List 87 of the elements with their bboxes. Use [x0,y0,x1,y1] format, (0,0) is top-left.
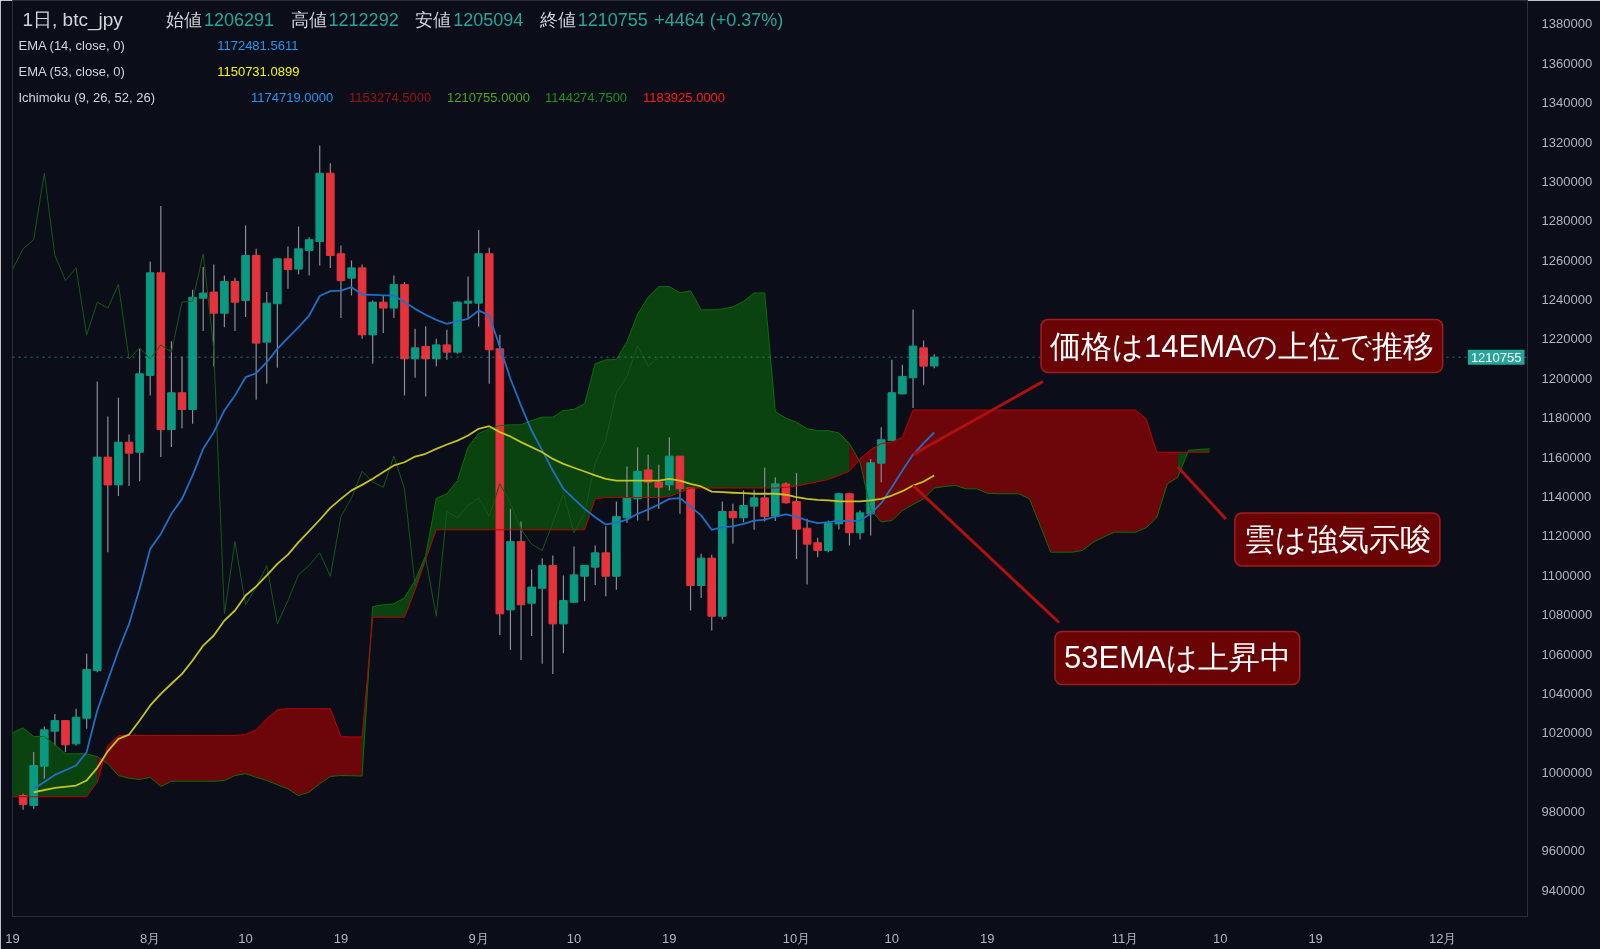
line-series [12,172,660,625]
y-tick-label: 1000000 [1541,764,1593,780]
candlestick [527,568,536,637]
candlestick [347,259,356,297]
y-tick-label: 1040000 [1541,685,1593,701]
candlestick [739,489,748,523]
chart-title: 1日, btc_jpy [22,9,124,31]
candlestick [283,245,293,290]
y-tick-label: 1060000 [1541,646,1593,662]
candlestick [389,274,399,319]
y-tick-label: 1240000 [1541,292,1593,308]
candlestick [421,325,430,398]
annotation: EMA (14, close, 0) [18,38,125,53]
annotation: 1183925.0000 [642,90,726,105]
candlestick [177,355,187,429]
ref-line-label: 1210755 [1470,349,1522,365]
annotation: 1172481.5611 [217,38,299,53]
x-tick-label: 10 [884,930,900,946]
x-tick-label: 10 [1213,930,1228,946]
y-tick-label: 1300000 [1541,173,1593,189]
candlestick [410,328,420,379]
y-tick-label: 1280000 [1541,213,1593,229]
x-tick-label: 11月 [1111,930,1139,946]
x-tick-label: 19 [333,930,349,946]
x-tick-label: 9月 [468,930,489,946]
candlestick [198,266,208,332]
annotation: 雲は強気示唆 [1243,521,1431,557]
candlestick [442,329,452,361]
annotation: 1144274.7500 [544,90,628,105]
y-tick-label: 1180000 [1541,410,1592,426]
x-tick-label: 19 [979,930,995,946]
candlestick [919,339,928,386]
candlestick [760,467,770,523]
candlestick [601,525,611,597]
y-tick-label: 1260000 [1541,252,1593,268]
y-tick-label: 1020000 [1541,725,1593,741]
line-series [32,286,936,790]
annotation: 始値1206291 [166,9,275,30]
annotation: 高値1212292 [290,9,399,30]
x-tick-label: 10月 [782,930,811,946]
candlestick [590,544,600,586]
candlestick [559,574,568,654]
y-tick-label: 1100000 [1541,567,1592,583]
candlestick [230,277,240,332]
annotation: 1210755.0000 [446,90,531,105]
x-tick-label: 10 [238,930,253,946]
y-tick-label: 1080000 [1541,607,1593,623]
candlestick [643,454,653,522]
candlestick [654,464,664,510]
candlestick [124,433,134,487]
x-tick-label: 12月 [1429,930,1457,946]
x-tick-label: 10 [566,930,582,946]
y-tick-label: 960000 [1541,843,1585,859]
y-tick-label: 1200000 [1541,370,1593,386]
y-tick-label: 1360000 [1541,55,1593,71]
annotation: +4464 (+0.37%) [654,9,784,30]
y-tick-label: 1140000 [1541,489,1592,504]
x-tick-label: 19 [1308,930,1323,946]
y-tick-label: 940000 [1541,882,1585,898]
annotation: 53EMAは上昇中 [1064,640,1291,676]
y-tick-label: 1320000 [1541,134,1593,150]
candlestick [749,489,759,531]
y-tick-label: 1160000 [1541,449,1592,465]
annotation: 安値1205094 [415,9,524,30]
candlestick [378,295,388,334]
x-tick-label: 19 [662,930,677,946]
candlestick [537,557,547,665]
annotation: 終値1210755 [538,9,648,30]
candlestick [431,338,441,367]
annotation: 価格は14EMAの上位で推移 [1050,328,1434,364]
y-tick-label: 1380000 [1541,16,1593,32]
annotation: EMA (53, close, 0) [18,64,125,79]
y-tick-label: 1340000 [1541,95,1593,111]
candlestick [898,364,907,396]
y-tick-label: 1220000 [1541,331,1593,347]
x-tick-label: 8月 [140,930,161,946]
candlestick [728,503,738,545]
x-tick-label: 19 [5,930,20,946]
candlestick [580,564,589,602]
annotation: 1174719.0000 [250,90,334,105]
annotation: 1150731.0899 [217,64,300,79]
annotation: 1153274.5000 [348,90,432,105]
annotation: Ichimoku (9, 26, 52, 26) [18,90,156,105]
line-series [32,425,936,794]
y-tick-label: 1120000 [1541,528,1592,544]
candlestick [294,225,303,275]
y-tick-label: 980000 [1541,804,1585,820]
